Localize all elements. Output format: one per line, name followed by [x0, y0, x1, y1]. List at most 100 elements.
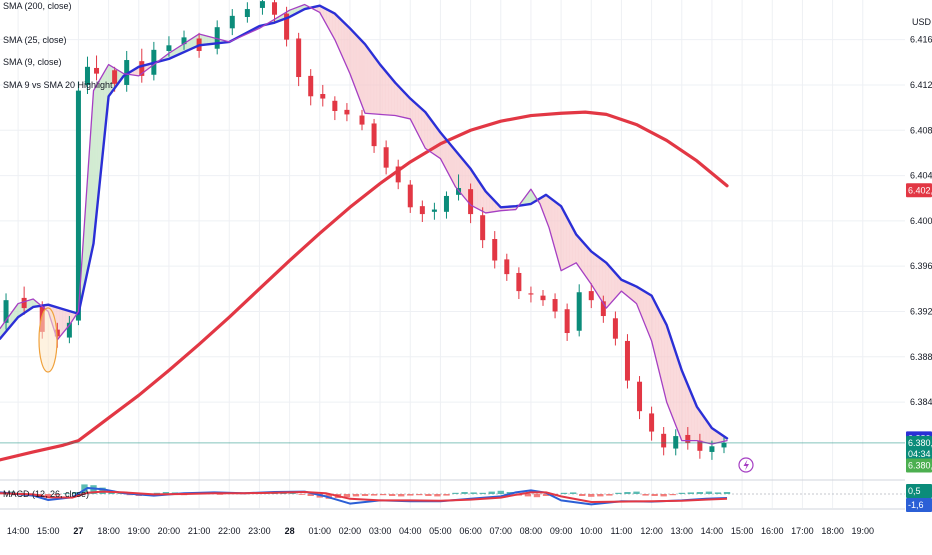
highlight-fill-segment [452, 147, 455, 185]
highlight-fill-segment [193, 36, 195, 49]
highlight-fill-segment [562, 208, 565, 270]
price-badge-bg [906, 458, 932, 473]
highlight-fill-segment [324, 8, 326, 24]
highlight-fill-segment [402, 90, 405, 118]
macd-histogram-bar [696, 492, 704, 494]
lightning-bolt-icon[interactable] [738, 457, 754, 473]
highlight-fill-segment [87, 156, 89, 272]
sma-lines [0, 3, 905, 462]
legend-sma200[interactable]: SMA (200, close) [3, 1, 72, 11]
highlight-fill-segment [711, 428, 714, 445]
highlight-fill-segment [365, 44, 367, 114]
candle-body [3, 300, 9, 323]
highlight-fill-segment [190, 38, 192, 50]
highlight-fill-segment [627, 282, 629, 298]
x-tick-label: 15:00 [37, 526, 60, 536]
highlight-fill-segment [466, 163, 468, 202]
highlight-fill-segment [644, 291, 646, 326]
highlight-fill-segment [211, 37, 213, 44]
highlight-fill-segment [92, 90, 94, 251]
highlight-fill-segment [371, 52, 373, 114]
legend: SMA (200, close) SMA (25, close) SMA (9,… [3, 1, 113, 499]
highlight-fill-segment [579, 237, 581, 270]
macd-badge-bg [906, 498, 932, 512]
highlight-fill-segment [677, 356, 679, 433]
highlight-fill-segment [413, 101, 415, 128]
axes: 6.416,0 6.412,0 6.408,0 6.404,0 6.400,0 6.396… [0, 35, 932, 536]
macd-histogram-bar [687, 492, 694, 494]
price-badge-bg [906, 435, 932, 450]
highlight-fill-segment [101, 74, 103, 170]
highlight-fill-segment [527, 191, 530, 205]
highlight-fill-segment [586, 246, 589, 281]
x-tick-label: 05:00 [429, 526, 452, 536]
candle-body [504, 259, 510, 275]
currency-label[interactable]: USD [912, 17, 932, 27]
highlight-fill-segment [336, 15, 338, 47]
legend-highlight[interactable]: SMA 9 vs SMA 20 Highlight [3, 80, 113, 90]
macd-histogram-bar [542, 494, 550, 496]
highlight-fill-segment [12, 309, 14, 325]
highlight-fill-segment [179, 45, 181, 55]
highlight-fill-segment [208, 36, 210, 45]
highlight-fill-segment [209, 36, 212, 45]
highlight-fill-segment [704, 417, 706, 443]
highlight-fill-segment [710, 426, 712, 445]
price-badge: 6.380,0 [908, 461, 932, 471]
highlight-fill-segment [378, 62, 381, 115]
candle-body [259, 1, 265, 8]
macd-histogram-bar [678, 492, 685, 494]
price-badge: 6.380,4 [908, 438, 932, 448]
macd-badge-bg [906, 484, 932, 498]
macd-histogram-bar [307, 494, 314, 496]
candle-body [244, 9, 250, 17]
price-badge-bg [906, 183, 932, 198]
macd-histogram-bar [443, 494, 450, 496]
highlight-fill-segment [351, 29, 353, 82]
price-badge-bg [906, 447, 932, 462]
highlight-fill-segment [176, 47, 178, 56]
highlight-fill-segment [482, 186, 485, 213]
legend-macd[interactable]: MACD (12, 26, close) [3, 489, 89, 499]
macd-histogram-bar [533, 494, 541, 498]
macd-histogram-bar [398, 494, 405, 497]
highlight-fill-segment [441, 134, 444, 165]
macd-histogram-bar [425, 494, 432, 496]
highlight-fill-segment [493, 199, 495, 212]
legend-sma25[interactable]: SMA (25, close) [3, 35, 67, 45]
candle-body [600, 301, 606, 317]
candle-body [612, 318, 618, 339]
highlight-fill-segment [558, 203, 560, 266]
highlight-fill-segment [574, 231, 577, 264]
highlight-fill-segment [619, 278, 622, 293]
highlight-fill-segment [18, 303, 20, 318]
highlight-fill-segment [64, 309, 67, 331]
highlight-fill-segment [460, 156, 462, 195]
x-tick-label: 12:00 [640, 526, 663, 536]
macd-histogram-bar [162, 492, 170, 494]
macd-histogram-bar [723, 492, 731, 494]
highlight-fill-segment [357, 36, 359, 98]
highlight-fill-segment [479, 182, 482, 211]
macd-histogram-bar [352, 494, 360, 497]
highlight-fill-segment [202, 34, 204, 45]
highlight-fill-segment [665, 322, 667, 403]
highlight-fill-segment [464, 161, 467, 200]
highlight-fill-segment [428, 116, 430, 152]
candle-body [21, 297, 27, 309]
highlight-fill-segment [633, 285, 636, 303]
marker-ellipse [38, 307, 58, 373]
highlight-fill-segment [437, 128, 439, 158]
highlight-fill-segment [99, 77, 102, 185]
candle-body [552, 299, 558, 312]
highlight-fill-segment [707, 421, 709, 444]
highlight-fill-segment [622, 280, 625, 294]
legend-sma9[interactable]: SMA (9, close) [3, 57, 62, 67]
highlight-fill-segment [333, 12, 335, 40]
highlight-fill-segment [570, 223, 572, 266]
highlight-fill-segment [660, 313, 663, 384]
highlight-fill-segment [601, 259, 604, 304]
highlight-fill-segment [636, 286, 639, 308]
candle-body [66, 322, 72, 338]
